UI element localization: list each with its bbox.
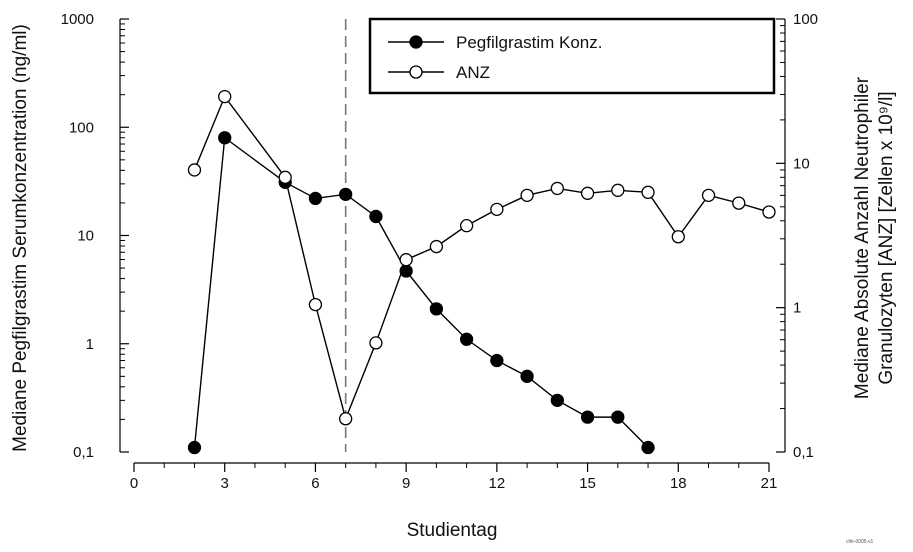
legend-swatch-marker-anz xyxy=(409,65,423,79)
pegfilgrastim-point xyxy=(339,187,353,201)
anz-point xyxy=(641,185,655,199)
series-group xyxy=(187,89,776,455)
pegfilgrastim-point xyxy=(429,302,444,316)
pegfilgrastim-point xyxy=(218,131,232,145)
anz-point xyxy=(308,297,323,312)
x-tick-label: 21 xyxy=(761,475,778,492)
legend-box xyxy=(368,17,776,95)
anz-point xyxy=(187,163,202,177)
legend-swatch-marker-pegfilgrastim xyxy=(409,35,423,49)
y-right-tick-label: 100 xyxy=(793,11,818,28)
anz-point xyxy=(550,181,564,196)
anz-point xyxy=(459,219,474,233)
pegfilgrastim-point xyxy=(611,410,625,424)
pegfilgrastim-point xyxy=(580,410,595,424)
x-axis-title: Studientag xyxy=(407,520,498,541)
anz-point xyxy=(429,239,444,254)
footnote: chk-0005.v1 xyxy=(846,539,873,545)
anz-point xyxy=(611,183,625,197)
legend-label-pegfilgrastim: Pegfilgrastim Konz. xyxy=(456,33,602,52)
x-tick-label: 15 xyxy=(579,475,596,492)
anz-point xyxy=(339,412,353,426)
pegfilgrastim-point xyxy=(490,353,504,368)
anz-point xyxy=(278,170,292,184)
anz-point xyxy=(369,336,383,350)
y-left-tick-label: 1 xyxy=(86,336,94,353)
anz-point xyxy=(490,202,504,216)
x-tick-label: 3 xyxy=(221,475,229,492)
pegfilgrastim-point xyxy=(550,393,564,408)
y-left-tick-label: 100 xyxy=(69,119,94,136)
legend-label-anz: ANZ xyxy=(456,63,490,82)
anz-point xyxy=(580,186,595,200)
x-tick-label: 0 xyxy=(130,475,138,492)
y-right-tick-label: 10 xyxy=(793,155,810,172)
anz-point xyxy=(762,205,776,219)
pegfilgrastim-point xyxy=(369,209,383,224)
y-left-tick-label: 1000 xyxy=(61,11,94,28)
anz-point xyxy=(520,188,534,203)
pegfilgrastim-series-line xyxy=(193,136,649,449)
y-left-tick-label: 0,1 xyxy=(73,444,94,461)
x-tick-label: 6 xyxy=(311,475,319,492)
y-axis-right-title-line2: Granulozyten [ANZ] [Zellen x 10⁹/l] xyxy=(876,91,897,384)
pegfilgrastim-point xyxy=(520,369,534,383)
x-tick-label: 12 xyxy=(489,475,506,492)
y-axis-left-title: Mediane Pegfilgrastim Serumkonzentration… xyxy=(10,24,31,452)
anz-series-line xyxy=(193,95,770,421)
legend: Pegfilgrastim Konz. ANZ xyxy=(368,17,776,95)
pegfilgrastim-point xyxy=(459,332,474,346)
x-tick-label: 9 xyxy=(402,475,410,492)
y-axis-right-title-line1: Mediane Absolute Anzahl Neutrophiler xyxy=(852,76,873,399)
anz-point xyxy=(701,188,716,203)
anz-point xyxy=(732,196,746,210)
pegfilgrastim-point xyxy=(641,440,655,455)
y-left-tick-label: 10 xyxy=(77,228,94,245)
x-tick-label: 18 xyxy=(670,475,687,492)
y-right-tick-label: 1 xyxy=(793,300,801,317)
anz-point xyxy=(218,89,232,104)
pegfilgrastim-point xyxy=(187,440,202,455)
y-right-tick-label: 0,1 xyxy=(793,444,814,461)
anz-point xyxy=(399,253,413,267)
pegfilgrastim-point xyxy=(308,191,323,206)
anz-point xyxy=(671,230,685,244)
